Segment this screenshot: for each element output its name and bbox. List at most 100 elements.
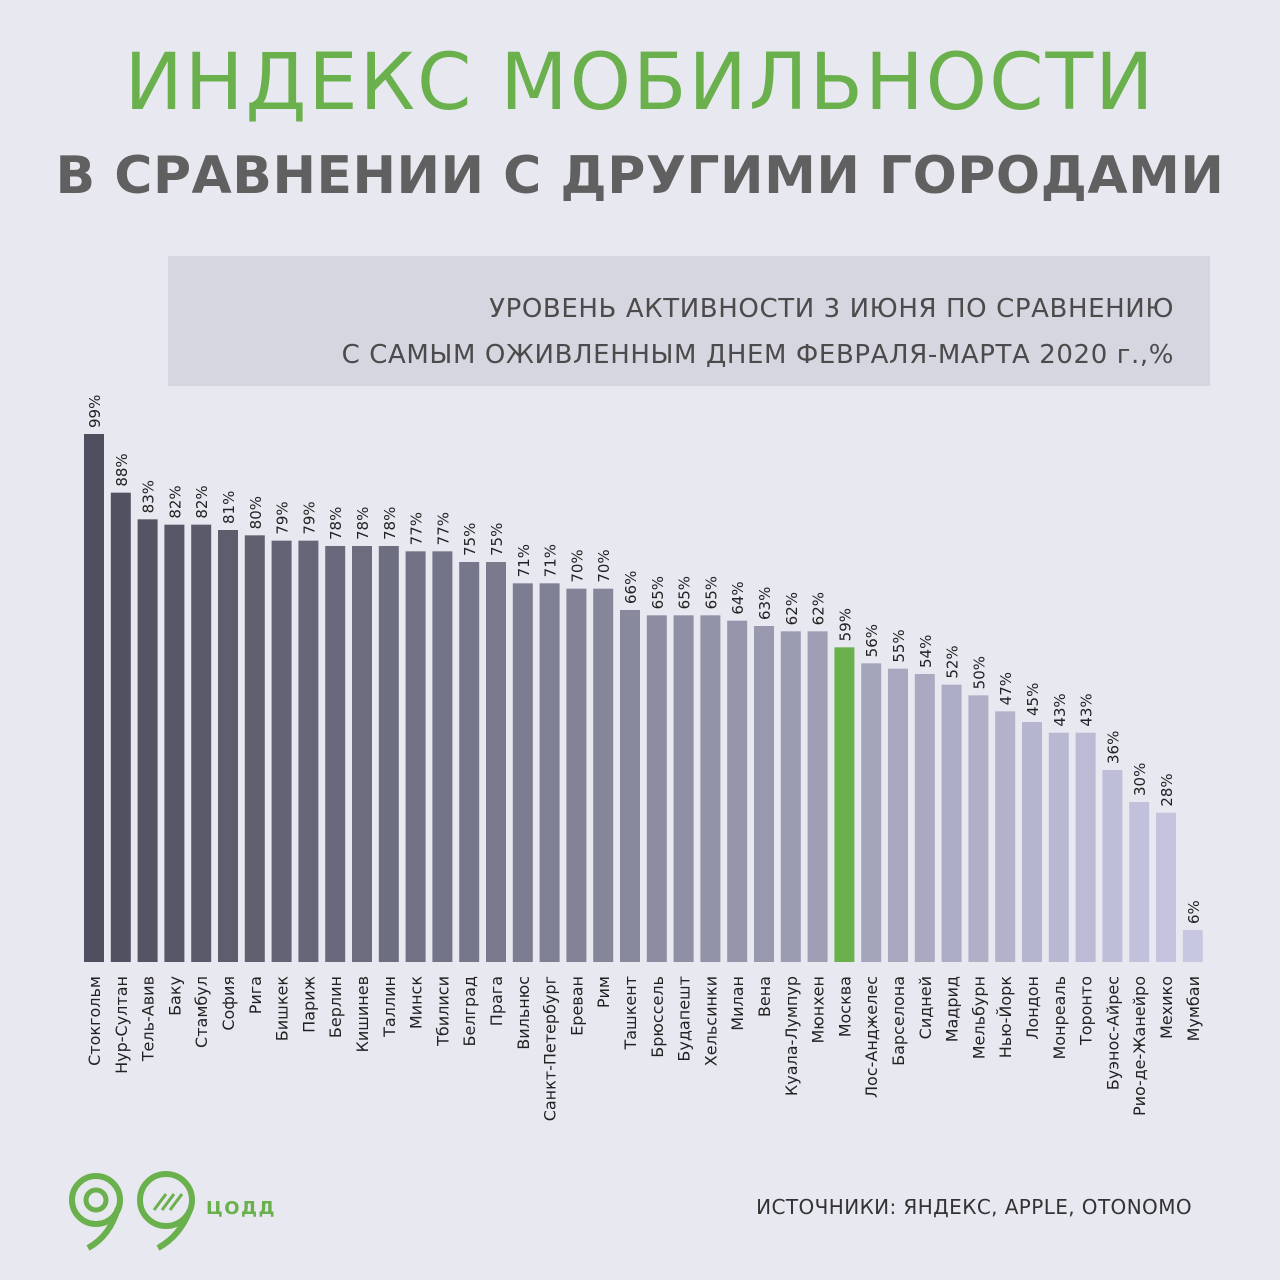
bar-Белград — [459, 562, 480, 962]
category-label: Санкт-Петербург — [541, 976, 560, 1121]
category-label: Ташкент — [621, 976, 640, 1051]
category-label: Кишинев — [353, 976, 372, 1053]
value-label: 79% — [274, 501, 292, 534]
category-label: Прага — [487, 976, 506, 1026]
bar-Лондон — [1022, 722, 1042, 962]
value-label: 71% — [542, 544, 560, 577]
value-label: 70% — [595, 549, 613, 582]
category-label: София — [219, 976, 238, 1031]
category-label: Буэнос-Айрес — [1103, 976, 1122, 1090]
bar-Рио-де-Жанейро — [1129, 802, 1150, 962]
caption-line-1: УРОВЕНЬ АКТИВНОСТИ 3 ИЮНЯ ПО СРАВНЕНИЮ — [489, 294, 1174, 324]
value-label: 63% — [756, 587, 774, 620]
category-label: Таллин — [380, 976, 399, 1038]
bar-Берлин — [325, 546, 346, 962]
category-label: Сидней — [916, 976, 935, 1039]
bar-Таллин — [378, 546, 399, 962]
bar-Ереван — [566, 588, 587, 962]
value-label: 77% — [408, 512, 426, 545]
bar-Мадрид — [941, 684, 962, 962]
category-label: Мюнхен — [809, 976, 828, 1044]
bar-Барселона — [888, 668, 908, 962]
value-label: 82% — [166, 485, 184, 518]
value-label: 83% — [140, 480, 158, 513]
value-label: 77% — [434, 512, 452, 545]
value-label: 43% — [1078, 693, 1096, 726]
value-label: 81% — [220, 491, 238, 524]
value-label: 55% — [890, 629, 908, 662]
category-label: Милан — [728, 976, 747, 1031]
category-label: Тель-Авив — [139, 976, 158, 1062]
bar-Мехико — [1156, 812, 1176, 962]
value-label: 82% — [193, 485, 211, 518]
value-label: 62% — [783, 592, 801, 625]
category-label: Баку — [165, 976, 184, 1016]
bar-Будапешт — [673, 615, 694, 962]
caption-box: УРОВЕНЬ АКТИВНОСТИ 3 ИЮНЯ ПО СРАВНЕНИЮ С… — [168, 256, 1210, 386]
bar-Нью-Йорк — [995, 711, 1016, 962]
logo-text: ЦОДД — [206, 1198, 277, 1219]
value-label: 70% — [568, 549, 586, 582]
value-label: 47% — [997, 672, 1015, 705]
bar-Милан — [727, 620, 748, 962]
value-label: 99% — [86, 395, 104, 428]
bar-Москва — [834, 647, 855, 962]
category-label: Бишкек — [273, 976, 292, 1042]
bar-Тбилиси — [432, 551, 453, 962]
bar-Санкт-Петербург — [539, 583, 560, 962]
bar-Ташкент — [620, 610, 640, 962]
caption-line-2: С САМЫМ ОЖИВЛЕННЫМ ДНЕМ ФЕВРАЛЯ-МАРТА 20… — [341, 340, 1174, 370]
bar-Хельсинки — [700, 615, 721, 962]
chart-subtitle: В СРАВНЕНИИ С ДРУГИМИ ГОРОДАМИ — [55, 146, 1225, 206]
category-label: Торонто — [1077, 976, 1096, 1046]
value-label: 54% — [917, 635, 935, 668]
bar-Мюнхен — [807, 631, 828, 962]
bar-Рим — [593, 588, 614, 962]
category-label: Мехико — [1157, 976, 1176, 1039]
bar-Бишкек — [271, 540, 292, 962]
value-label: 6% — [1185, 900, 1203, 924]
category-label: Мадрид — [943, 976, 962, 1042]
value-label: 52% — [944, 645, 962, 678]
sources-note: ИСТОЧНИКИ: ЯНДЕКС, APPLE, OTONOMO — [756, 1195, 1192, 1219]
bar-Вильнюс — [512, 583, 533, 962]
value-label: 80% — [247, 496, 265, 529]
category-label: Лондон — [1023, 976, 1042, 1040]
bar-Кишинев — [352, 546, 372, 962]
bar-Сидней — [914, 674, 935, 962]
value-label: 59% — [836, 608, 854, 641]
bar-Тель-Авив — [137, 519, 158, 962]
value-label: 78% — [381, 507, 399, 540]
category-label: Париж — [299, 976, 318, 1033]
category-label: Нур-Султан — [112, 976, 131, 1074]
bar-Буэнос-Айрес — [1102, 770, 1123, 962]
category-label: Лос-Анджелес — [862, 976, 881, 1098]
bar-Торонто — [1075, 732, 1096, 962]
chart-title: ИНДЕКС МОБИЛЬНОСТИ — [124, 38, 1156, 128]
category-label: Хельсинки — [701, 976, 720, 1066]
value-label: 71% — [515, 544, 533, 577]
value-label: 28% — [1158, 773, 1176, 806]
category-label: Барселона — [889, 976, 908, 1066]
value-label: 64% — [729, 581, 747, 614]
category-label: Ереван — [567, 976, 586, 1036]
category-label: Стокгольм — [85, 976, 104, 1066]
bar-Стамбул — [191, 524, 212, 962]
category-label: Вена — [755, 976, 774, 1017]
bar-Баку — [164, 524, 185, 962]
value-label: 75% — [488, 523, 506, 556]
category-label: Брюссель — [648, 976, 667, 1058]
bar-Стокгольм — [84, 434, 104, 962]
category-label: Тбилиси — [433, 976, 452, 1047]
category-label: Рига — [246, 976, 265, 1014]
value-label: 66% — [622, 571, 640, 604]
value-label: 62% — [810, 592, 828, 625]
value-label: 36% — [1104, 731, 1122, 764]
value-label: 78% — [354, 507, 372, 540]
category-label: Белград — [460, 976, 479, 1046]
bar-Париж — [298, 540, 319, 962]
category-label: Монреаль — [1050, 976, 1069, 1060]
value-label: 65% — [702, 576, 720, 609]
cdd-logo-icon — [69, 1171, 195, 1251]
